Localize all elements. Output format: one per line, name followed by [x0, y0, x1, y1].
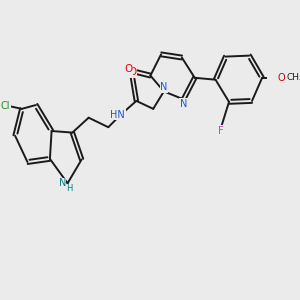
Text: N: N: [160, 82, 168, 92]
Text: O: O: [124, 64, 132, 74]
Text: F: F: [218, 126, 224, 136]
Text: O: O: [128, 67, 136, 77]
Text: N: N: [58, 178, 66, 188]
Text: −: −: [285, 73, 292, 82]
Text: HN: HN: [110, 110, 125, 119]
Text: H: H: [66, 184, 72, 193]
Text: CH₃: CH₃: [287, 73, 300, 82]
Text: O: O: [277, 73, 285, 83]
Text: Cl: Cl: [1, 101, 10, 111]
Text: N: N: [180, 98, 187, 109]
